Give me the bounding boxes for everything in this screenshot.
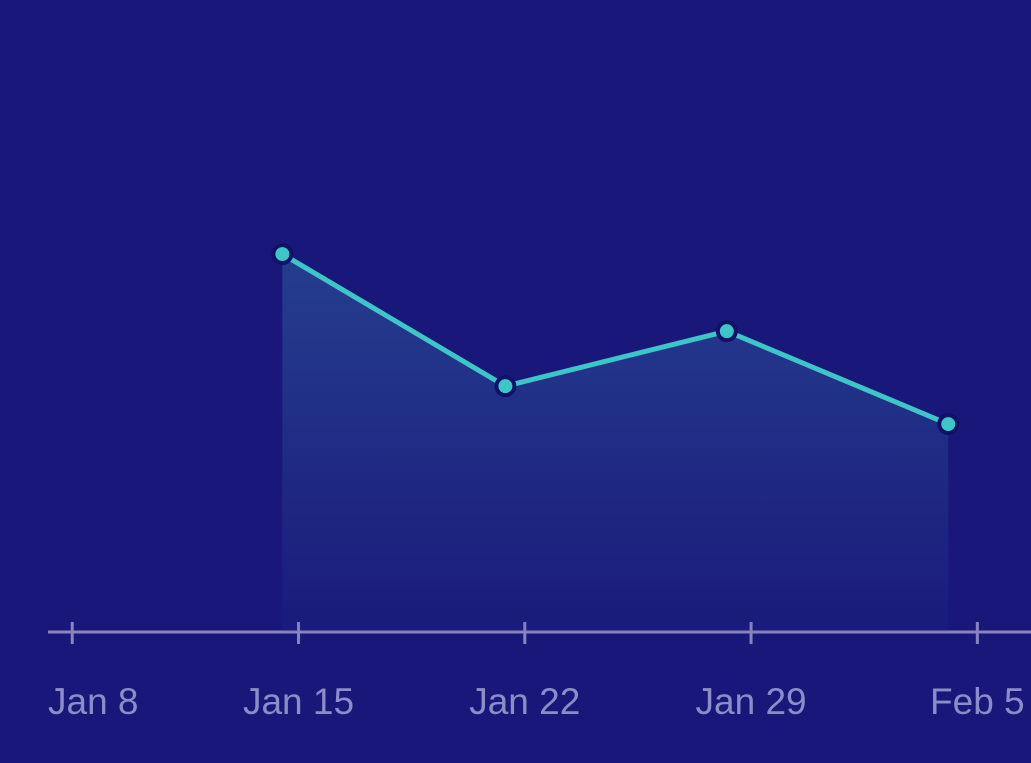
x-tick-label: Jan 22: [469, 681, 580, 722]
point: [271, 243, 294, 266]
x-tick-label: Jan 8: [48, 681, 139, 722]
point: [937, 413, 960, 436]
x-tick-label: Feb 5: [930, 681, 1025, 722]
point: [715, 320, 738, 343]
area: [282, 254, 949, 632]
point: [494, 375, 517, 398]
x-tick-label: Jan 29: [696, 681, 807, 722]
x-tick-label: Jan 15: [243, 681, 354, 722]
line: [281, 251, 950, 427]
